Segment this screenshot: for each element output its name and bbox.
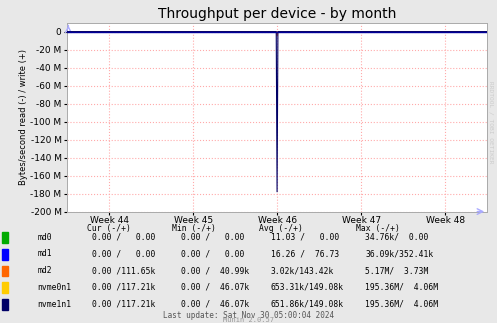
- Text: 3.02k/143.42k: 3.02k/143.42k: [271, 266, 334, 275]
- Text: 5.17M/  3.73M: 5.17M/ 3.73M: [365, 266, 429, 275]
- Text: md1: md1: [37, 249, 52, 258]
- Text: Cur (-/+): Cur (-/+): [87, 224, 131, 234]
- Text: 0.00 /117.21k: 0.00 /117.21k: [92, 300, 156, 309]
- Text: Avg (-/+): Avg (-/+): [259, 224, 303, 234]
- Text: 34.76k/  0.00: 34.76k/ 0.00: [365, 233, 429, 242]
- Text: 11.03 /   0.00: 11.03 / 0.00: [271, 233, 339, 242]
- Text: 0.00 /111.65k: 0.00 /111.65k: [92, 266, 156, 275]
- Title: Throughput per device - by month: Throughput per device - by month: [158, 7, 396, 21]
- Text: nvme1n1: nvme1n1: [37, 300, 72, 309]
- Text: md0: md0: [37, 233, 52, 242]
- Text: Last update: Sat Nov 30 05:00:04 2024: Last update: Sat Nov 30 05:00:04 2024: [163, 311, 334, 320]
- Text: 0.00 /117.21k: 0.00 /117.21k: [92, 283, 156, 292]
- Text: 16.26 /  76.73: 16.26 / 76.73: [271, 249, 339, 258]
- Text: 0.00 /   0.00: 0.00 / 0.00: [92, 249, 156, 258]
- Text: 0.00 /   0.00: 0.00 / 0.00: [181, 249, 245, 258]
- Y-axis label: Bytes/second read (-) / write (+): Bytes/second read (-) / write (+): [18, 49, 28, 185]
- Text: md2: md2: [37, 266, 52, 275]
- Text: RRDTOOL / TOBI OETIKER: RRDTOOL / TOBI OETIKER: [488, 81, 493, 164]
- Text: Max (-/+): Max (-/+): [356, 224, 400, 234]
- Text: 195.36M/  4.06M: 195.36M/ 4.06M: [365, 300, 438, 309]
- Text: 0.00 /  46.07k: 0.00 / 46.07k: [181, 283, 249, 292]
- Text: Munin 2.0.57: Munin 2.0.57: [223, 318, 274, 323]
- Text: 0.00 /  46.07k: 0.00 / 46.07k: [181, 300, 249, 309]
- Text: 0.00 /  40.99k: 0.00 / 40.99k: [181, 266, 249, 275]
- Text: 653.31k/149.08k: 653.31k/149.08k: [271, 283, 344, 292]
- Text: 195.36M/  4.06M: 195.36M/ 4.06M: [365, 283, 438, 292]
- Text: 0.00 /   0.00: 0.00 / 0.00: [181, 233, 245, 242]
- Text: nvme0n1: nvme0n1: [37, 283, 72, 292]
- Text: 0.00 /   0.00: 0.00 / 0.00: [92, 233, 156, 242]
- Text: Min (-/+): Min (-/+): [172, 224, 216, 234]
- Text: 36.09k/352.41k: 36.09k/352.41k: [365, 249, 433, 258]
- Text: 651.86k/149.08k: 651.86k/149.08k: [271, 300, 344, 309]
